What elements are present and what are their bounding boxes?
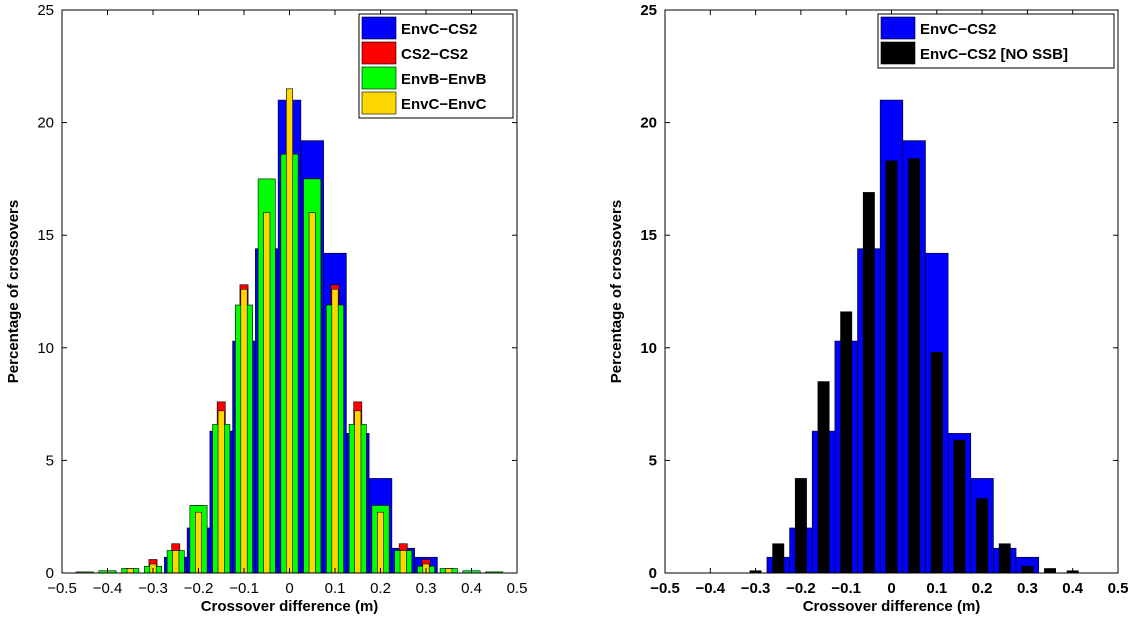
- chart-panel-2: −0.5 −0.4 −0.3 −0.2 −0.1 0 0.1 0.2 0.3 0.4 0.5 0 5 10…: [608, 2, 1128, 615]
- bar-series4-12: [377, 511, 384, 574]
- x-tick-label: −0.1: [831, 580, 861, 597]
- x-tick-label: 0.2: [370, 580, 391, 597]
- x-tick-label: −0.2: [184, 580, 214, 597]
- bar-series4-5: [217, 410, 225, 574]
- bar-series4-7: [263, 212, 271, 574]
- legend-label: EnvC−CS2: [920, 21, 996, 38]
- series-4: [126, 88, 453, 574]
- x-tick-label: −0.3: [138, 580, 168, 597]
- bar-series2-4: [817, 381, 830, 574]
- x-tick-label: −0.3: [741, 580, 771, 597]
- bar-series4-13: [399, 550, 407, 574]
- series-1: [164, 99, 438, 574]
- bar-series4-4: [195, 511, 202, 574]
- bar-series4-6: [240, 288, 248, 574]
- x-tick-label: 0.4: [1062, 580, 1084, 597]
- y-axis-label: Percentage of crossovers: [608, 200, 625, 383]
- x-tick-label: 0.3: [416, 580, 437, 597]
- y-tick-label: 25: [37, 2, 54, 19]
- legend-label: EnvC−CS2 [NO SSB]: [920, 46, 1068, 63]
- bar-series2-5: [840, 311, 853, 574]
- legend: EnvC−CS2 EnvC−CS2 [NO SSB]: [877, 13, 1115, 69]
- x-tick-label: −0.2: [786, 580, 816, 597]
- x-tick-label: 0.5: [1108, 580, 1129, 597]
- y-axis-label: Percentage of crossovers: [5, 200, 22, 383]
- bar-series2-10: [953, 439, 966, 574]
- y-tick-label: 0: [46, 565, 54, 582]
- y-tick-label: 20: [37, 115, 54, 132]
- x-tick-label: −0.5: [47, 580, 77, 597]
- bar-series4-11: [354, 410, 362, 574]
- x-tick-label: −0.4: [695, 580, 725, 597]
- series-1: [766, 99, 1040, 574]
- legend-swatch: [361, 16, 397, 40]
- bar-series2-12: [998, 543, 1011, 574]
- legend-label: EnvB−EnvB: [401, 71, 487, 88]
- bar-series2-3: [794, 478, 807, 574]
- y-tick-label: 20: [640, 115, 657, 132]
- x-tick-label: 0.4: [461, 580, 482, 597]
- bar-series4-9: [308, 212, 316, 574]
- legend-label: CS2−CS2: [401, 46, 468, 63]
- chart-panel-1: −0.5 −0.4 −0.3 −0.2 −0.1 0 0.1 0.2 0.3 0.4 0.5 0 5 10…: [5, 2, 527, 615]
- legend: EnvC−CS2 CS2−CS2 EnvB−EnvB EnvC−EnvC: [358, 13, 514, 119]
- bar-series2-11: [976, 498, 989, 574]
- y-tick-label: 5: [649, 452, 657, 469]
- legend-label: EnvC−CS2: [401, 21, 477, 38]
- series-2: [749, 158, 1079, 574]
- x-tick-label: 0.2: [972, 580, 993, 597]
- legend-label: EnvC−EnvC: [401, 96, 487, 113]
- y-tick-label: 5: [46, 452, 54, 469]
- bar-series2-7: [885, 160, 898, 574]
- bar-series2-14: [1044, 568, 1057, 574]
- legend-swatch: [361, 41, 397, 65]
- bar-series4-8: [286, 88, 293, 574]
- bar-series4-3: [172, 550, 180, 574]
- legend-swatch: [361, 66, 397, 90]
- x-tick-label: 0: [887, 580, 895, 597]
- y-tick-label: 25: [640, 2, 657, 19]
- x-axis-label: Crossover difference (m): [803, 598, 981, 615]
- legend-box: [877, 13, 1115, 69]
- bar-series4-10: [331, 288, 339, 574]
- x-tick-label: −0.5: [650, 580, 680, 597]
- bar-series2-8: [908, 158, 921, 574]
- y-tick-label: 0: [649, 565, 657, 582]
- y-tick-label: 10: [37, 340, 54, 357]
- legend-swatch: [880, 16, 916, 40]
- y-tick-label: 10: [640, 340, 657, 357]
- x-tick-label: 0: [285, 580, 293, 597]
- bar-series2-9: [930, 352, 943, 574]
- x-axis-label: Crossover difference (m): [201, 598, 379, 615]
- bar-series4-1: [126, 568, 134, 574]
- legend-swatch: [361, 91, 397, 115]
- y-tick-label: 15: [37, 227, 54, 244]
- x-tick-label: 0.1: [325, 580, 346, 597]
- x-tick-label: −0.1: [229, 580, 259, 597]
- x-tick-label: 0.5: [507, 580, 528, 597]
- x-tick-label: −0.4: [93, 580, 123, 597]
- x-tick-label: 0.3: [1017, 580, 1038, 597]
- bar-series2-6: [862, 192, 875, 574]
- bar-series2-2: [772, 543, 785, 574]
- x-tick-label: 0.1: [926, 580, 947, 597]
- bar-series4-15: [445, 568, 453, 574]
- y-tick-label: 15: [640, 227, 657, 244]
- legend-swatch: [880, 41, 916, 65]
